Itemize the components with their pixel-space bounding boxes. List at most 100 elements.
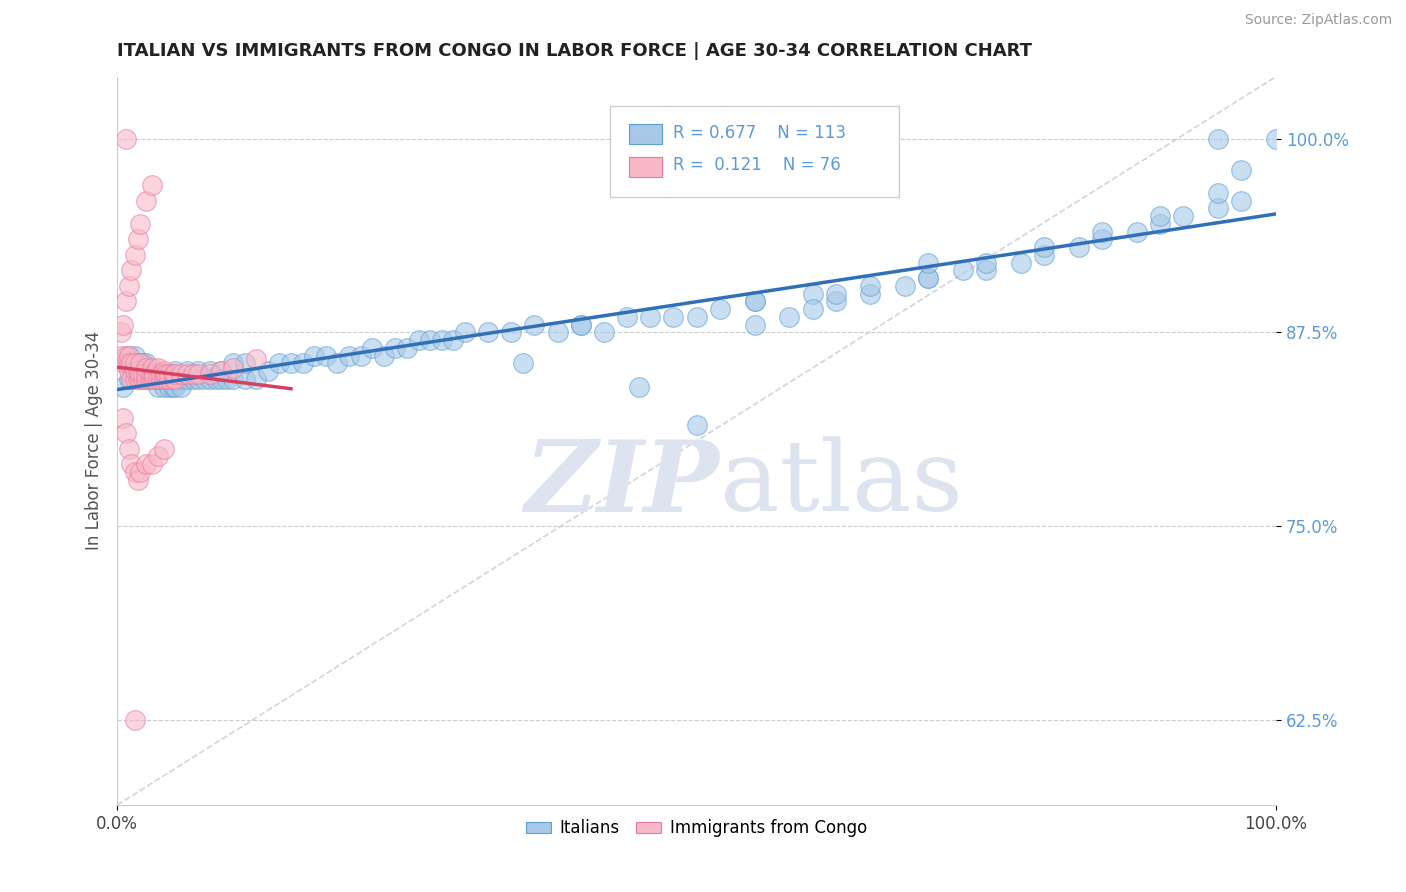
Point xyxy=(124,364,146,378)
Bar xyxy=(630,124,662,145)
Point xyxy=(685,310,707,324)
Point xyxy=(129,217,152,231)
Point xyxy=(131,356,153,370)
Point xyxy=(118,364,141,378)
Point xyxy=(165,372,187,386)
Point xyxy=(111,410,134,425)
Point xyxy=(291,356,314,370)
Point xyxy=(118,349,141,363)
Point xyxy=(211,364,233,378)
Point xyxy=(141,457,163,471)
Point xyxy=(269,356,291,370)
Point xyxy=(859,278,882,293)
Point xyxy=(146,450,169,464)
Text: R =  0.121    N = 76: R = 0.121 N = 76 xyxy=(673,156,841,175)
Point xyxy=(744,318,766,332)
Point xyxy=(187,367,209,381)
Point xyxy=(917,271,939,285)
Point xyxy=(157,372,180,386)
Point xyxy=(547,326,569,340)
Point xyxy=(120,372,142,386)
Point xyxy=(245,351,267,366)
Point xyxy=(1010,255,1032,269)
Point xyxy=(155,372,177,386)
Point xyxy=(1126,225,1149,239)
Point xyxy=(120,356,142,370)
Point xyxy=(141,372,163,386)
Point xyxy=(222,356,245,370)
Point xyxy=(165,379,187,393)
Point xyxy=(157,372,180,386)
Point xyxy=(150,372,173,386)
Point xyxy=(115,356,138,370)
Text: R = 0.677    N = 113: R = 0.677 N = 113 xyxy=(673,124,846,142)
Point xyxy=(124,364,146,378)
Point xyxy=(129,367,152,381)
Point xyxy=(257,364,280,378)
Point xyxy=(640,310,662,324)
Point xyxy=(211,372,233,386)
Point xyxy=(146,361,169,376)
Point xyxy=(685,418,707,433)
Point xyxy=(127,356,149,370)
Point xyxy=(181,372,204,386)
Point xyxy=(124,248,146,262)
Point xyxy=(118,278,141,293)
Point xyxy=(198,364,221,378)
Point xyxy=(110,349,132,363)
Point xyxy=(129,372,152,386)
Point xyxy=(135,372,157,386)
Point xyxy=(778,310,800,324)
Point xyxy=(222,372,245,386)
Point xyxy=(124,349,146,363)
Text: ZIP: ZIP xyxy=(524,436,720,533)
Point xyxy=(176,364,198,378)
Point xyxy=(569,318,592,332)
Point xyxy=(627,379,650,393)
Point xyxy=(135,194,157,208)
Point xyxy=(593,326,616,340)
Point xyxy=(952,263,974,277)
Point xyxy=(824,286,846,301)
Point xyxy=(441,333,464,347)
Point xyxy=(135,356,157,370)
Point xyxy=(801,286,824,301)
Point xyxy=(111,356,134,370)
Point xyxy=(1206,131,1229,145)
Point xyxy=(1265,131,1288,145)
Point xyxy=(115,425,138,440)
Point xyxy=(138,372,160,386)
Point xyxy=(211,364,233,378)
Point xyxy=(170,379,193,393)
Point xyxy=(127,372,149,386)
Point xyxy=(124,465,146,479)
Point xyxy=(150,372,173,386)
Y-axis label: In Labor Force | Age 30-34: In Labor Force | Age 30-34 xyxy=(86,331,103,550)
Point xyxy=(162,367,184,381)
Point xyxy=(501,326,523,340)
Point xyxy=(222,361,245,376)
Point xyxy=(233,372,256,386)
Point xyxy=(129,356,152,370)
Point xyxy=(187,364,209,378)
Point xyxy=(111,379,134,393)
Point xyxy=(115,349,138,363)
Point xyxy=(162,372,184,386)
Point xyxy=(744,294,766,309)
Point xyxy=(1091,225,1114,239)
Point xyxy=(408,333,430,347)
Point xyxy=(801,301,824,316)
Point xyxy=(152,379,174,393)
Point xyxy=(120,356,142,370)
Point xyxy=(152,364,174,378)
FancyBboxPatch shape xyxy=(610,106,900,197)
Point xyxy=(152,367,174,381)
Point xyxy=(523,318,546,332)
Point xyxy=(1149,209,1171,223)
Point xyxy=(616,310,638,324)
Text: Source: ZipAtlas.com: Source: ZipAtlas.com xyxy=(1244,13,1392,28)
Point xyxy=(155,372,177,386)
Point xyxy=(193,372,215,386)
Point xyxy=(454,326,477,340)
Point xyxy=(157,379,180,393)
